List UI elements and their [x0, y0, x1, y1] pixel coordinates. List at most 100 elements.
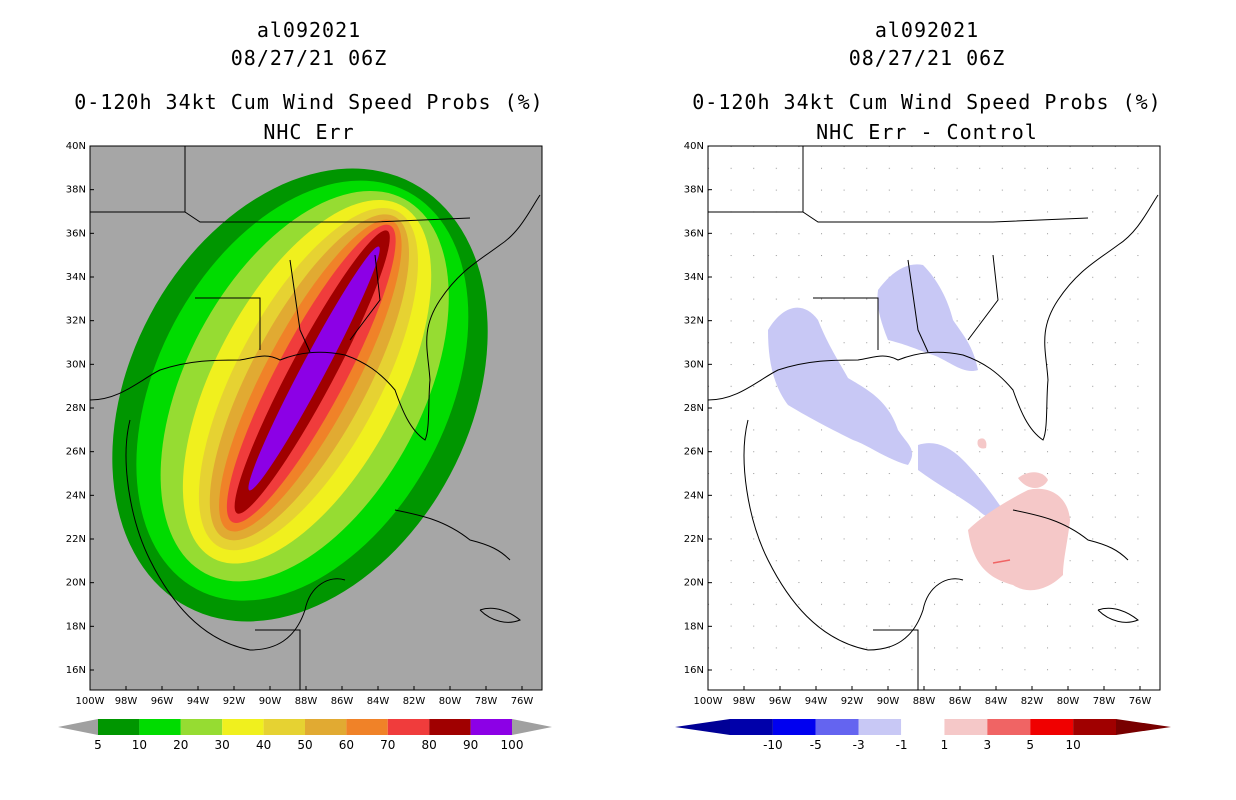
lat-tick-label: 38N — [684, 185, 704, 196]
coastlines — [708, 146, 1159, 690]
lon-tick-label: 84W — [985, 696, 1008, 707]
colorbar-label: -3 — [853, 738, 865, 752]
lon-tick-label: 80W — [1057, 696, 1080, 707]
lon-tick-label: 88W — [913, 696, 936, 707]
forecast-time-title: 08/27/21 06Z — [848, 46, 1006, 70]
lat-tick-label: 32N — [66, 316, 86, 327]
colorbar-swatch — [730, 719, 773, 735]
colorbar-swatch — [1073, 719, 1116, 735]
map-frame — [707, 145, 1161, 691]
colorbar-swatch — [180, 719, 223, 735]
colorbar-label: -10 — [763, 738, 783, 752]
colorbar-swatch — [858, 719, 902, 735]
colorbar-end-low — [58, 719, 98, 735]
lon-tick-label: 100W — [694, 696, 723, 707]
lat-tick-label: 20N — [66, 578, 86, 589]
colorbar-swatch — [222, 719, 264, 735]
lat-tick-label: 34N — [66, 272, 86, 283]
positive-area — [1018, 472, 1048, 488]
colorbar-label: 80 — [422, 738, 437, 752]
colorbar-label: 5 — [94, 738, 102, 752]
product-title: 0-120h 34kt Cum Wind Speed Probs (%) — [692, 90, 1162, 114]
lon-tick-label: 94W — [187, 696, 210, 707]
left-map-panel: al092021 08/27/21 06Z 0-120h 34kt Cum Wi… — [58, 18, 552, 752]
lat-tick-label: 28N — [684, 403, 704, 414]
lat-tick-label: 22N — [684, 534, 704, 545]
storm-id-title: al092021 — [874, 18, 980, 42]
lat-tick-label: 18N — [684, 621, 704, 632]
colorbar-swatch — [944, 719, 988, 735]
lon-tick-label: 78W — [1093, 696, 1116, 707]
colorbar-label: 20 — [173, 738, 188, 752]
lat-tick-label: 40N — [66, 141, 86, 152]
colorbar-end-high — [512, 719, 552, 735]
colorbar-label: 50 — [297, 738, 312, 752]
lat-tick-label: 36N — [66, 228, 86, 239]
forecast-time-title: 08/27/21 06Z — [230, 46, 388, 70]
colorbar-label: 30 — [215, 738, 230, 752]
lat-axis: 40N 38N 36N 34N 32N 30N 28N 26N 24N 22N 20N 18N 16N — [684, 141, 712, 676]
positive-area — [968, 488, 1070, 591]
lon-tick-label: 100W — [76, 696, 105, 707]
lat-tick-label: 24N — [684, 490, 704, 501]
colorbar-swatch — [98, 719, 140, 735]
colorbar-swatch — [429, 719, 471, 735]
colorbar-swatch — [263, 719, 305, 735]
lat-tick-label: 34N — [684, 272, 704, 283]
lon-tick-label: 80W — [439, 696, 462, 707]
lon-tick-label: 90W — [259, 696, 282, 707]
lon-tick-label: 92W — [841, 696, 864, 707]
colorbar-label: 5 — [1026, 738, 1034, 752]
lon-tick-label: 82W — [403, 696, 426, 707]
colorbar: -10 -5 -3 -1 1 3 5 10 — [675, 718, 1171, 752]
lat-tick-label: 28N — [66, 403, 86, 414]
lon-tick-label: 94W — [805, 696, 828, 707]
sub-title: NHC Err - Control — [816, 120, 1038, 144]
lon-axis: 100W 98W 96W 94W 92W 90W 88W 86W 84W 82W 80W 78W 76W — [76, 686, 533, 707]
grid-dots — [708, 146, 1160, 690]
map-frame — [89, 145, 543, 691]
colorbar-label: 40 — [256, 738, 271, 752]
lat-tick-label: 30N — [66, 359, 86, 370]
colorbar-label: 100 — [501, 738, 524, 752]
lat-axis: 40N 38N 36N 34N 32N 30N 28N 26N 24N 22N 20N 18N 16N — [66, 141, 94, 676]
lat-tick-label: 26N — [66, 447, 86, 458]
coastlines — [90, 146, 541, 690]
colorbar-label: 60 — [339, 738, 354, 752]
lon-tick-label: 92W — [223, 696, 246, 707]
colorbar-label: 10 — [132, 738, 147, 752]
contour-90 — [248, 246, 380, 491]
lon-tick-label: 78W — [475, 696, 498, 707]
negative-area — [768, 307, 913, 465]
lon-tick-label: 86W — [949, 696, 972, 707]
colorbar-label: -5 — [810, 738, 822, 752]
lat-tick-label: 32N — [684, 316, 704, 327]
colorbar-swatch — [139, 719, 181, 735]
lat-tick-label: 26N — [684, 447, 704, 458]
negative-area — [918, 443, 1003, 518]
lon-tick-label: 90W — [877, 696, 900, 707]
lat-tick-label: 38N — [66, 185, 86, 196]
lon-tick-label: 98W — [115, 696, 138, 707]
lat-tick-label: 36N — [684, 228, 704, 239]
colorbar-label: -1 — [896, 738, 908, 752]
lat-tick-label: 20N — [684, 578, 704, 589]
lon-tick-label: 82W — [1021, 696, 1044, 707]
colorbar: 5 10 20 30 40 50 60 70 80 90 100 — [58, 719, 552, 752]
colorbar-swatch — [387, 719, 430, 735]
lat-tick-label: 16N — [66, 665, 86, 676]
difference-contours — [768, 264, 1070, 591]
storm-id-title: al092021 — [256, 18, 362, 42]
lon-tick-label: 96W — [769, 696, 792, 707]
lat-tick-label: 16N — [684, 665, 704, 676]
positive-line — [992, 559, 1011, 564]
lat-tick-label: 18N — [66, 621, 86, 632]
colorbar-label: 70 — [380, 738, 395, 752]
lon-axis: 100W 98W 96W 94W 92W 90W 88W 86W 84W 82W 80W 78W 76W — [694, 686, 1151, 707]
colorbar-label: 90 — [463, 738, 478, 752]
lat-tick-label: 30N — [684, 359, 704, 370]
lon-tick-label: 84W — [367, 696, 390, 707]
negative-area — [877, 264, 978, 372]
colorbar-swatch — [346, 719, 388, 735]
lat-tick-label: 22N — [66, 534, 86, 545]
